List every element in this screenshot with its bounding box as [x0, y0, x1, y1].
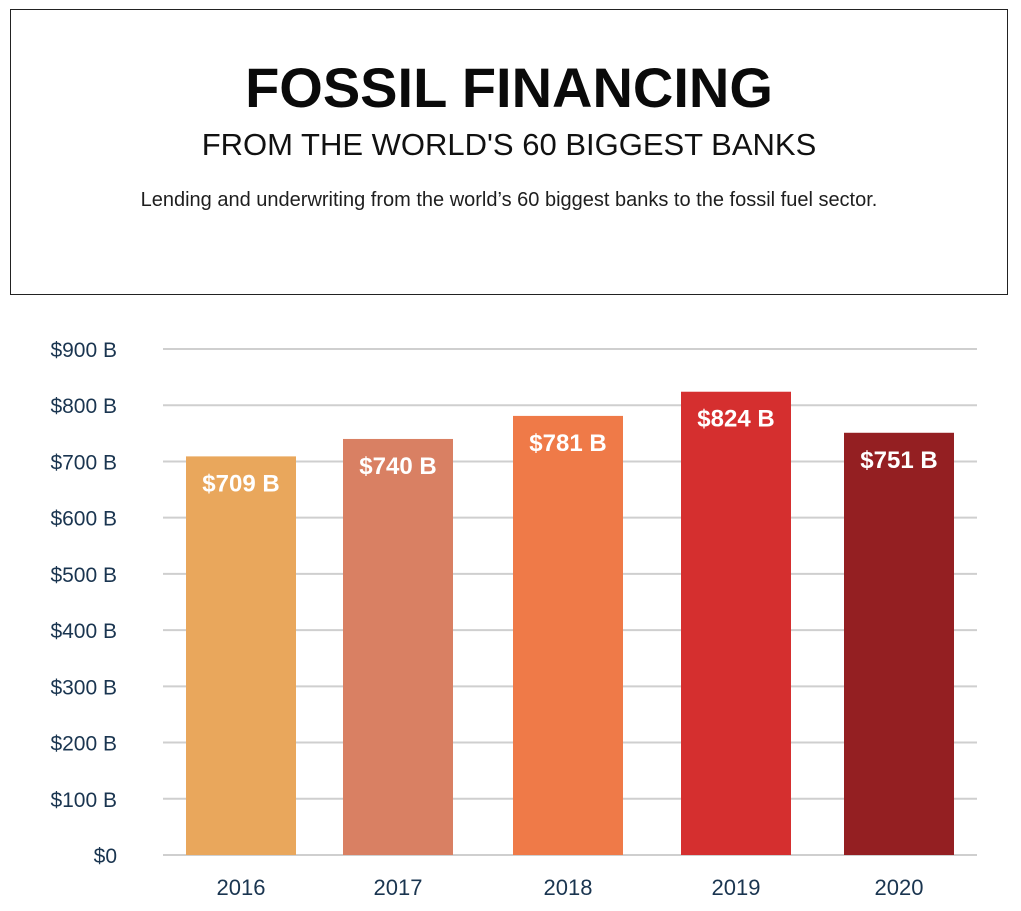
chart-title: FOSSIL FINANCING [245, 56, 773, 119]
data-label: $751 B [860, 447, 937, 474]
y-tick-label: $600 B [50, 508, 117, 531]
y-tick-label: $300 B [50, 676, 117, 699]
data-label: $824 B [697, 406, 774, 433]
y-tick-label: $400 B [50, 620, 117, 643]
y-tick-label: $0 [94, 845, 117, 868]
x-tick-label: 2019 [712, 875, 761, 900]
data-label: $781 B [529, 430, 606, 457]
bar-2016 [186, 456, 296, 855]
header-box: FOSSIL FINANCING FROM THE WORLD'S 60 BIG… [10, 9, 1008, 295]
chart-description: Lending and underwriting from the world’… [140, 189, 878, 211]
y-tick-label: $700 B [50, 451, 117, 474]
y-tick-label: $200 B [50, 733, 117, 756]
y-tick-label: $500 B [50, 564, 117, 587]
y-tick-label: $100 B [50, 789, 117, 812]
x-tick-label: 2018 [544, 875, 593, 900]
data-label: $709 B [202, 470, 279, 497]
bar-chart: $0 $100 B $200 B $300 B $400 B $500 B $600 B $7… [50, 339, 977, 900]
y-tick-label: $900 B [50, 339, 117, 362]
bar-2019 [681, 391, 791, 855]
x-tick-label: 2017 [374, 875, 423, 900]
x-tick-label: 2016 [217, 875, 266, 900]
bar-2017 [343, 438, 453, 855]
x-tick-label: 2020 [875, 875, 924, 900]
y-tick-label: $800 B [50, 395, 117, 418]
chart-subtitle: FROM THE WORLD'S 60 BIGGEST BANKS [201, 127, 817, 162]
bar-2020 [844, 432, 954, 855]
data-label: $740 B [359, 453, 436, 480]
bar-2018 [513, 415, 623, 855]
